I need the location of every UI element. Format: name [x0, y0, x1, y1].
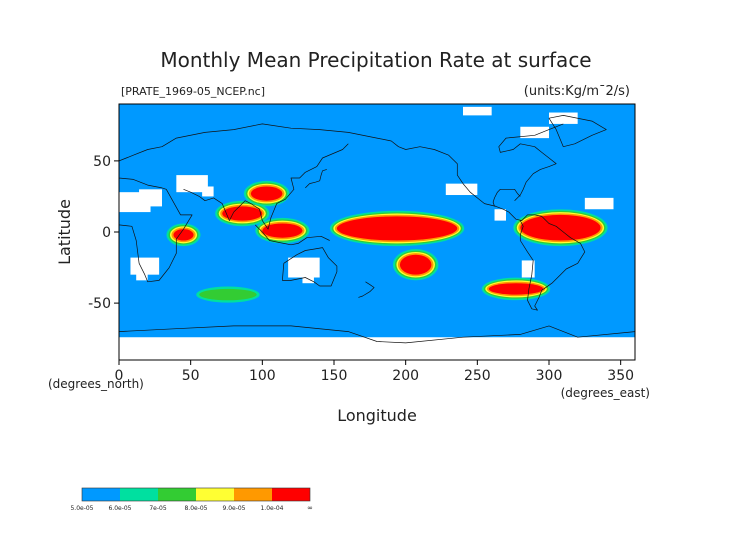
x-unit-label: (degrees_east) [561, 386, 650, 400]
colorbar-bin [158, 488, 196, 501]
coastline [498, 123, 564, 201]
missing-data-patch [202, 186, 214, 197]
precip-region-red [173, 229, 194, 241]
coastline [548, 115, 607, 148]
units-label: (units:Kg/m¯2/s) [524, 84, 630, 99]
x-tick-label: 300 [536, 368, 563, 384]
precip-region-red [336, 216, 458, 241]
precip-region-red [250, 186, 283, 201]
y-axis-label: Latitude [55, 199, 74, 265]
colorbar-label: 6.0e-05 [108, 505, 131, 512]
colorbar-label: 7e-05 [149, 505, 166, 512]
colorbar-frame [81, 487, 311, 502]
precip-region-red [520, 214, 601, 241]
missing-data-patch [494, 209, 506, 221]
x-tick-label: 350 [607, 368, 634, 384]
missing-data-patch [584, 197, 614, 210]
coastline [305, 169, 327, 189]
missing-data-patch [463, 106, 492, 116]
colorbar-bin [234, 488, 272, 501]
missing-data-patch [521, 260, 535, 278]
colorbar-bin [120, 488, 158, 501]
x-tick-label: 200 [392, 368, 419, 384]
coastline [282, 247, 338, 287]
precip-region-red [399, 254, 432, 275]
precip-region-red [222, 206, 263, 221]
file-label: [PRATE_1969-05_NCEP.nc] [121, 85, 265, 98]
colorbar-label: 1.0e-04 [260, 505, 283, 512]
coastline [183, 143, 349, 230]
colorbar-bin [196, 488, 234, 501]
y-axis: 50 0 -50 [88, 154, 119, 312]
colorbar-label: 9.0e-05 [222, 505, 245, 512]
missing-data-patch [549, 112, 578, 124]
missing-data-patch [119, 337, 635, 360]
colorbar-label: 8.0e-05 [184, 505, 207, 512]
missing-data-patch [136, 268, 148, 281]
coastline [119, 325, 635, 344]
y-tick-label: 0 [102, 225, 111, 241]
chart-title: Monthly Mean Precipitation Rate at surfa… [160, 48, 591, 72]
colorbar-bin [272, 488, 310, 501]
colorbar-end-label: ∞ [307, 504, 313, 512]
coastline [119, 123, 399, 162]
coastline [254, 224, 330, 246]
colorbar-label: 5.0e-05 [70, 505, 93, 512]
coastlines [119, 115, 635, 344]
colorbar-bin [82, 488, 120, 501]
precip-region-green [199, 288, 257, 301]
x-axis: 0 50 100 150 200 250 300 350 [115, 360, 634, 384]
missing-data-patch [445, 183, 478, 196]
y-tick-label: -50 [88, 296, 111, 312]
x-tick-label: 150 [321, 368, 348, 384]
x-tick-label: 50 [182, 368, 200, 384]
colorbar: 5.0e-05 6.0e-05 7e-05 8.0e-05 9.0e-05 1.0e-04… [70, 487, 313, 512]
missing-data-patch [139, 189, 162, 207]
missing-data-patch [302, 271, 314, 284]
y-unit-label: (degrees_north) [48, 377, 144, 391]
precip-region-red [262, 223, 303, 238]
missing-data-patch [176, 175, 208, 193]
x-tick-label: 100 [249, 368, 276, 384]
x-tick-label: 0 [115, 368, 124, 384]
coastline [492, 188, 521, 207]
coastline [119, 160, 193, 283]
missing-data-patch [520, 126, 549, 139]
coastline [358, 281, 375, 298]
x-axis-label: Longitude [337, 406, 417, 425]
precip-region-red [488, 283, 544, 295]
y-tick-label: 50 [93, 154, 111, 170]
x-tick-label: 250 [464, 368, 491, 384]
coastline [398, 146, 586, 311]
